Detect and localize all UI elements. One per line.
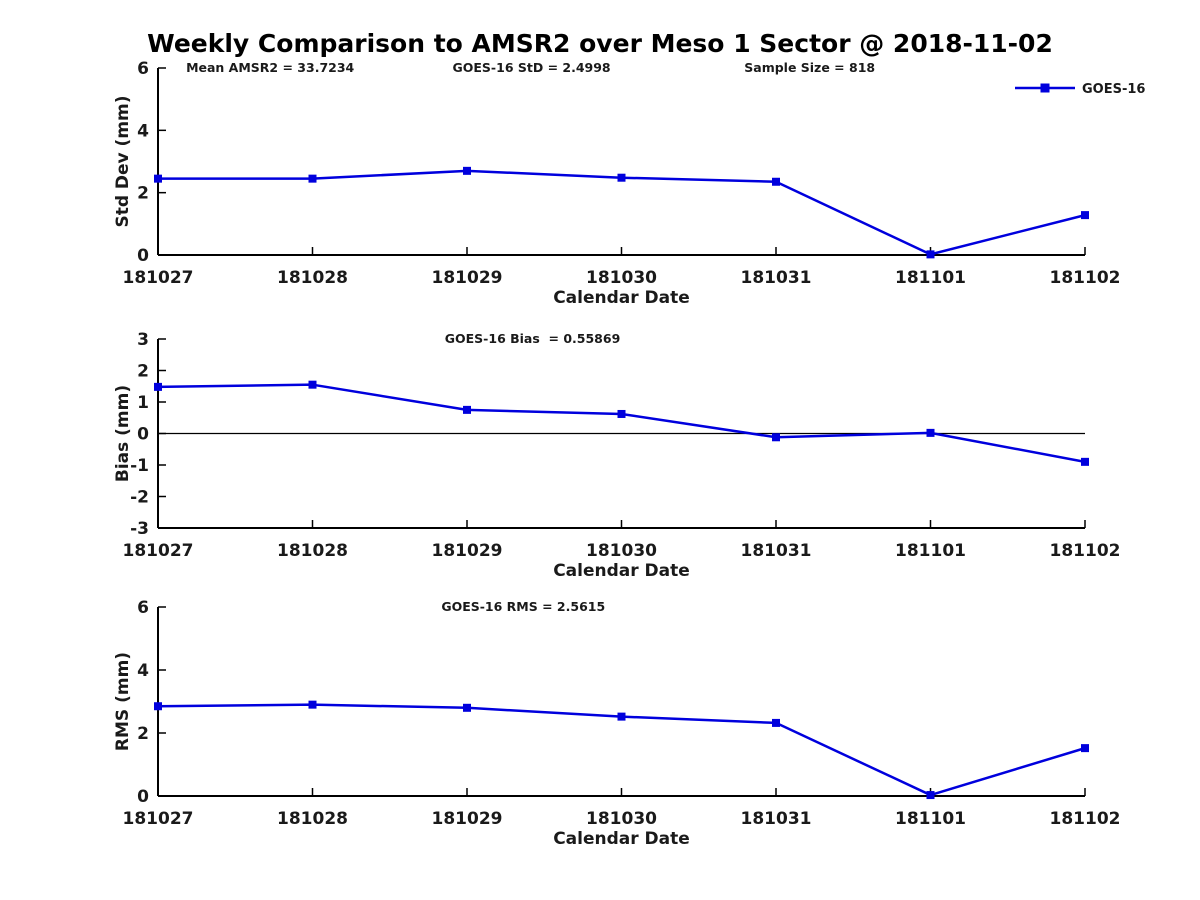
data-point-marker	[1081, 211, 1089, 220]
x-tick-label: 181102	[1050, 809, 1121, 829]
x-tick-label: 181101	[895, 268, 966, 288]
y-tick-label: -1	[130, 456, 149, 476]
data-point-marker	[463, 166, 471, 175]
x-tick-label: 181102	[1050, 541, 1121, 561]
y-tick-label: 1	[137, 393, 149, 413]
x-tick-label: 181028	[277, 809, 348, 829]
y-tick-label: 4	[137, 121, 149, 141]
data-point-marker	[154, 702, 162, 711]
data-point-marker	[463, 703, 471, 712]
y-tick-label: 0	[137, 246, 149, 266]
data-point-marker	[1081, 744, 1089, 753]
x-tick-label: 181101	[895, 541, 966, 561]
x-tick-label: 181030	[586, 809, 657, 829]
y-tick-label: -3	[130, 519, 149, 539]
x-axis-title: Calendar Date	[553, 829, 690, 849]
data-point-marker	[308, 380, 317, 389]
annotation-text: Mean AMSR2 = 33.7234	[186, 60, 354, 75]
subplot-rms: 0 2 4 6 181027 181028 181029 181030 181031 181101…	[113, 598, 1120, 849]
x-tick-label: 181030	[586, 268, 657, 288]
annotation-text: GOES-16 Bias = 0.55869	[445, 331, 621, 346]
x-tick-label: 181101	[895, 809, 966, 829]
y-tick-label: 6	[137, 59, 149, 79]
x-tick-label: 181031	[741, 268, 812, 288]
annotation-text: GOES-16 StD = 2.4998	[453, 60, 611, 75]
data-point-marker	[1081, 457, 1089, 466]
y-axis-title: Bias (mm)	[113, 385, 133, 482]
x-tick-label: 181027	[123, 268, 194, 288]
y-tick-label: -2	[130, 488, 149, 508]
annotation-text: Sample Size = 818	[744, 60, 875, 75]
y-tick-label: 2	[137, 184, 149, 204]
data-point-marker	[772, 177, 780, 186]
y-axis-title: Std Dev (mm)	[113, 95, 133, 227]
data-point-marker	[617, 173, 626, 182]
data-point-marker	[926, 250, 935, 259]
y-tick-label: 3	[137, 330, 149, 350]
x-tick-label: 181028	[277, 541, 348, 561]
y-tick-label: 2	[137, 362, 149, 382]
legend-label: GOES-16	[1082, 82, 1145, 97]
x-tick-label: 181030	[586, 541, 657, 561]
x-axis-title: Calendar Date	[553, 561, 690, 581]
y-tick-label: 0	[137, 425, 149, 445]
x-tick-label: 181029	[432, 809, 503, 829]
series-line	[157, 383, 1086, 464]
y-tick-label: 2	[137, 724, 149, 744]
data-point-marker	[772, 433, 780, 442]
data-point-marker	[926, 428, 935, 437]
data-point-marker	[617, 712, 626, 721]
data-point-marker	[772, 718, 780, 727]
y-tick-label: 0	[137, 787, 149, 807]
x-tick-label: 181102	[1050, 268, 1121, 288]
x-tick-label: 181028	[277, 268, 348, 288]
y-axis-title: RMS (mm)	[113, 652, 133, 751]
subplot-std-dev: 0 2 4 6 181027 181028 181029 181030 181031 181101…	[113, 59, 1145, 308]
x-tick-label: 181029	[432, 268, 503, 288]
x-tick-label: 181031	[741, 809, 812, 829]
x-tick-label: 181027	[123, 541, 194, 561]
figure-title: Weekly Comparison to AMSR2 over Meso 1 S…	[147, 29, 1053, 58]
x-axis-title: Calendar Date	[553, 288, 690, 308]
x-tick-label: 181029	[432, 541, 503, 561]
data-point-marker	[154, 382, 162, 391]
series-line	[158, 169, 1086, 256]
data-point-marker	[308, 700, 317, 709]
y-tick-label: 4	[137, 661, 149, 681]
annotation-text: GOES-16 RMS = 2.5615	[441, 599, 605, 614]
data-point-marker	[926, 791, 935, 800]
data-point-marker	[308, 174, 317, 183]
data-point-marker	[617, 409, 626, 418]
x-tick-label: 181027	[123, 809, 194, 829]
legend-marker	[1040, 83, 1050, 93]
data-point-marker	[463, 405, 471, 414]
x-tick-label: 181031	[741, 541, 812, 561]
y-tick-label: 6	[137, 598, 149, 618]
data-point-marker	[154, 174, 162, 183]
